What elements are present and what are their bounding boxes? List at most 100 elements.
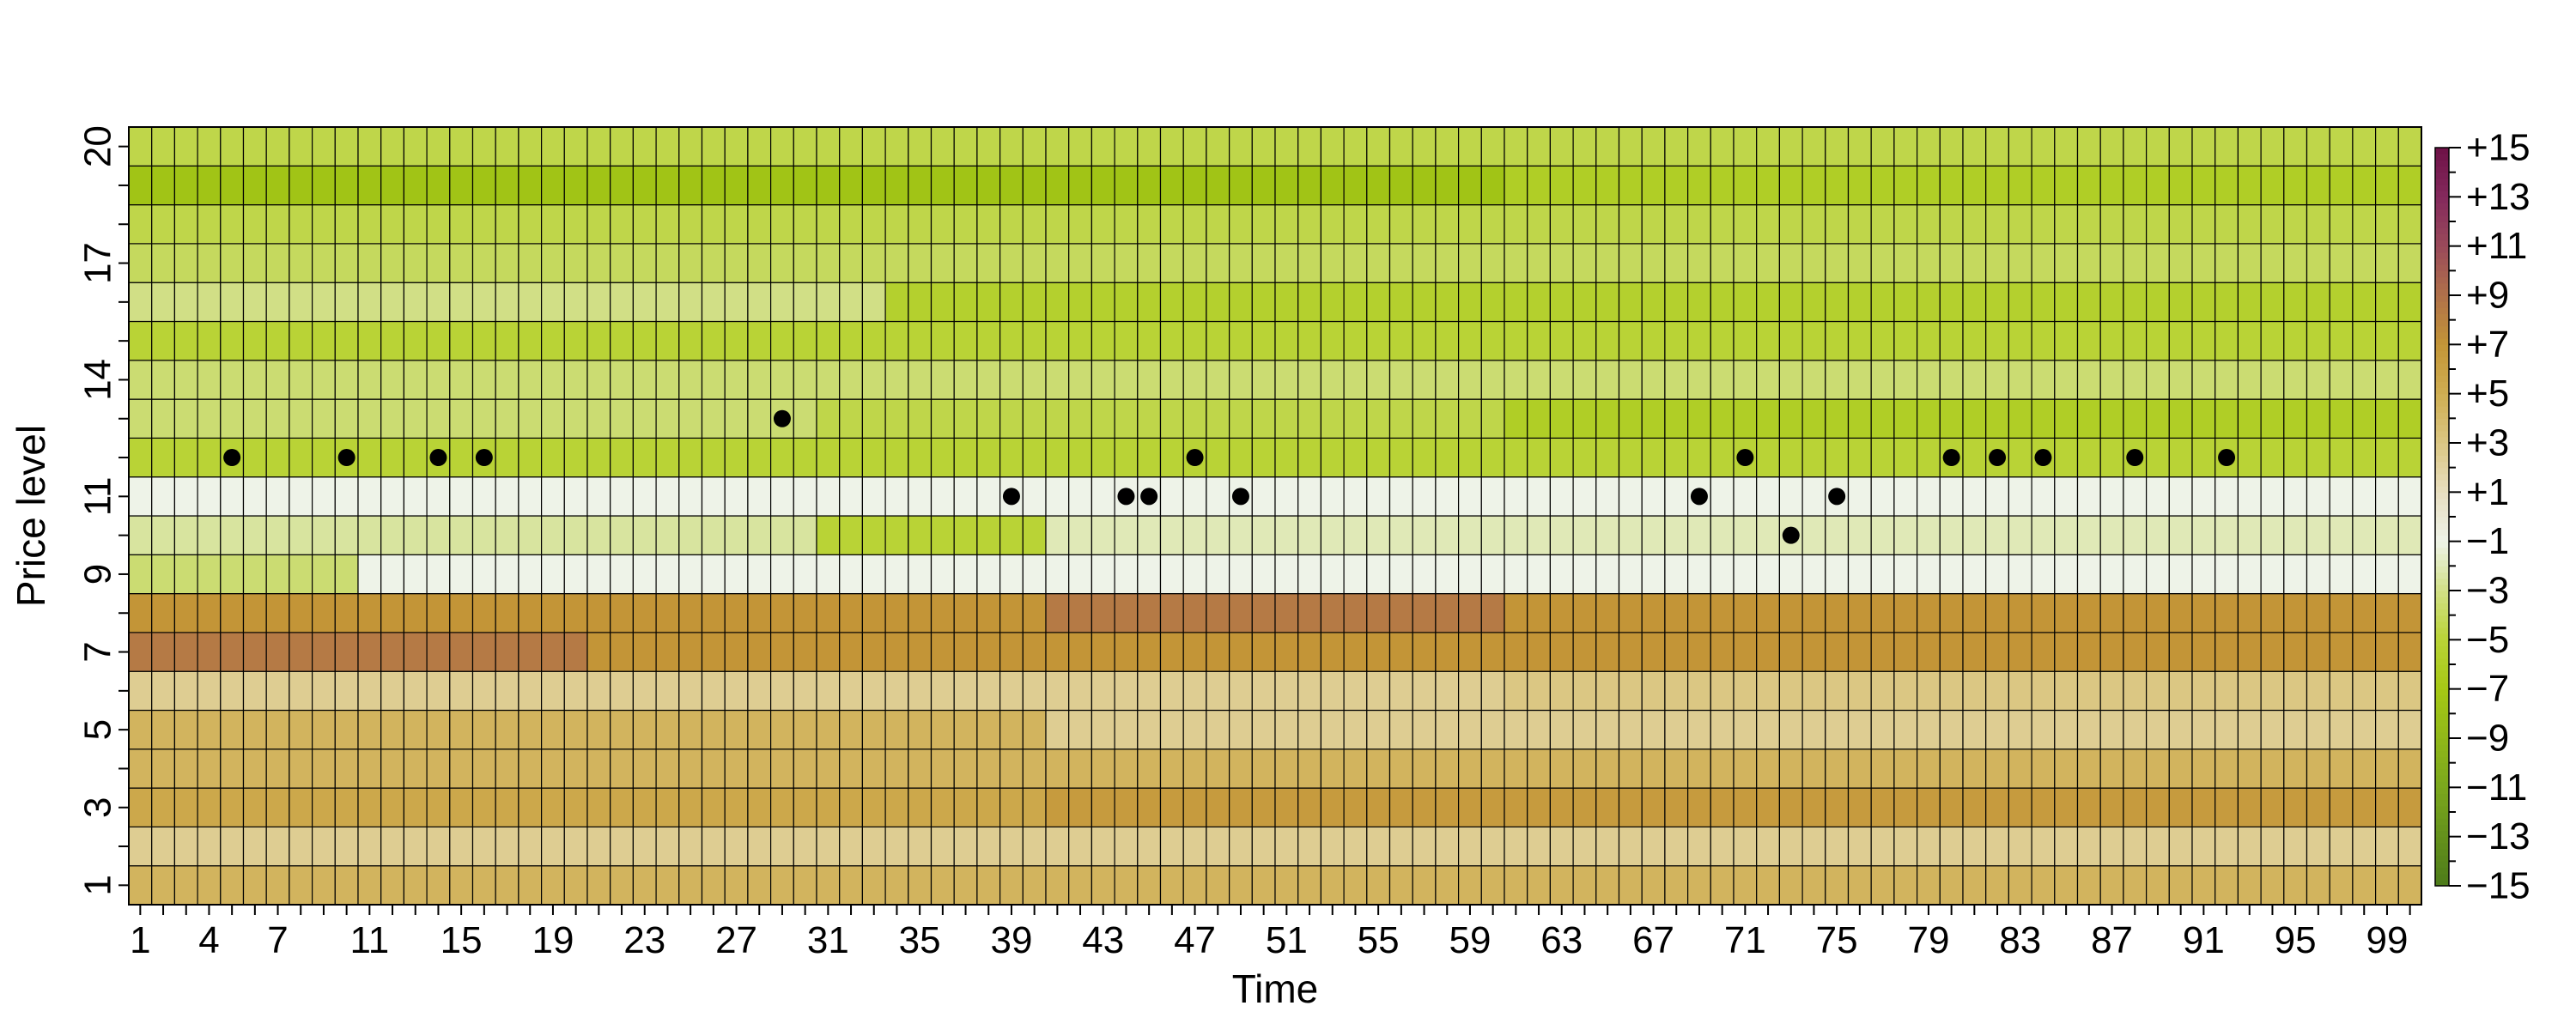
heatmap-cell [2054, 437, 2079, 478]
heatmap-cell [1733, 515, 1758, 555]
colorbar-band [2435, 591, 2449, 597]
colorbar-band [2435, 609, 2449, 616]
heatmap-cell [1641, 320, 1666, 361]
heatmap-cell [1435, 632, 1460, 672]
heatmap-cell [1091, 437, 1115, 478]
heatmap-cell [1825, 320, 1850, 361]
heatmap-cell [2054, 126, 2079, 167]
heatmap-cell [816, 632, 841, 672]
heatmap-cell [1045, 826, 1070, 867]
heatmap-cell [793, 243, 817, 283]
heatmap-cell [1733, 709, 1758, 750]
heatmap-cell [1618, 437, 1643, 478]
heatmap-cell [793, 398, 817, 439]
colorbar-band [2435, 178, 2449, 185]
heatmap-cell [242, 632, 267, 672]
heatmap-cell [1480, 282, 1505, 323]
heatmap-cell [747, 398, 772, 439]
heatmap-cell [586, 632, 611, 672]
heatmap-cell [1320, 282, 1345, 323]
heatmap-cell [655, 398, 680, 439]
heatmap-cell [334, 398, 359, 439]
heatmap-cell [1137, 165, 1162, 206]
heatmap-cell [747, 437, 772, 478]
heatmap-cell [2099, 282, 2124, 323]
heatmap-cell [701, 632, 726, 672]
heatmap-cell [816, 865, 841, 906]
y-tick-label: 9 [77, 564, 119, 585]
heatmap-cell [793, 126, 817, 167]
heatmap-cell [495, 670, 519, 712]
heatmap-cell [495, 398, 519, 439]
heatmap-cell [1962, 204, 1987, 245]
heatmap-cell [1274, 709, 1299, 750]
heatmap-cell [151, 865, 175, 906]
heatmap-cell [426, 554, 451, 595]
heatmap-cell [2099, 320, 2124, 361]
heatmap-cell [1045, 592, 1070, 633]
heatmap-cell [861, 670, 886, 712]
heatmap-cell [1045, 282, 1070, 323]
heatmap-cell [976, 243, 1001, 283]
heatmap-cell [1756, 437, 1780, 478]
heatmap-cell [1825, 592, 1850, 633]
y-tick-label: 3 [77, 797, 119, 818]
heatmap-cell [930, 437, 955, 478]
heatmap-cell [908, 554, 933, 595]
heatmap-cell [724, 282, 749, 323]
heatmap-cell [1297, 204, 1321, 245]
heatmap-cell [289, 748, 313, 789]
heatmap-cell [334, 515, 359, 555]
heatmap-cell [173, 670, 198, 712]
y-tick-label: 11 [77, 477, 119, 517]
heatmap-cell [1939, 515, 1964, 555]
heatmap-cell [2329, 282, 2354, 323]
heatmap-cell [2146, 554, 2170, 595]
event-marker [1828, 488, 1846, 506]
heatmap-cell [816, 360, 841, 400]
heatmap-cell [1457, 398, 1482, 439]
heatmap-cell [1091, 282, 1115, 323]
heatmap-cell [1091, 709, 1115, 750]
heatmap-cell [334, 126, 359, 167]
heatmap-cell [976, 787, 1001, 827]
heatmap-cell [1251, 826, 1276, 867]
heatmap-cell [2054, 709, 2079, 750]
heatmap-cell [265, 437, 290, 478]
heatmap-cell [793, 360, 817, 400]
heatmap-cell [2329, 592, 2354, 633]
heatmap-cell [1320, 204, 1345, 245]
heatmap-cell [2397, 398, 2422, 439]
heatmap-cell [839, 670, 864, 712]
colorbar-band [2435, 412, 2449, 419]
heatmap-cell [1228, 592, 1253, 633]
heatmap-cell [632, 126, 657, 167]
heatmap-cell [701, 515, 726, 555]
heatmap-cell [953, 709, 978, 750]
heatmap-cell [1733, 126, 1758, 167]
heatmap-cell [586, 554, 611, 595]
heatmap-cell [1572, 204, 1597, 245]
heatmap-cell [861, 165, 886, 206]
heatmap-cell [1641, 437, 1666, 478]
heatmap-cell [1893, 592, 1918, 633]
heatmap-cell [793, 320, 817, 361]
heatmap-cell [655, 204, 680, 245]
heatmap-cell [1366, 165, 1391, 206]
heatmap-cell [1435, 670, 1460, 712]
heatmap-cell [1480, 554, 1505, 595]
heatmap-cell [2215, 632, 2239, 672]
heatmap-cell [884, 126, 909, 167]
heatmap-cell [1962, 476, 1987, 517]
colorbar-band [2435, 799, 2449, 807]
heatmap-cell [220, 748, 245, 789]
heatmap-cell [1985, 282, 2009, 323]
heatmap-cell [1228, 748, 1253, 789]
heatmap-cell [471, 748, 496, 789]
heatmap-cell [289, 709, 313, 750]
heatmap-cell [1022, 243, 1047, 283]
heatmap-cell [563, 592, 588, 633]
heatmap-cell [908, 282, 933, 323]
heatmap-cell [2146, 437, 2170, 478]
heatmap-cell [265, 787, 290, 827]
